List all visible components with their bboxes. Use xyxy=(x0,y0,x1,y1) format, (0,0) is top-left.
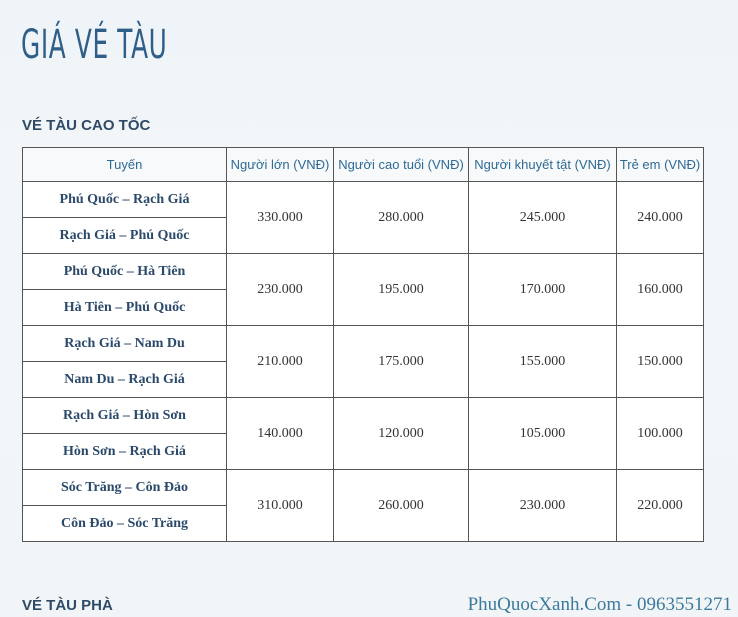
price-senior: 260.000 xyxy=(333,469,469,542)
table-row: Côn Đảo – Sóc Trăng xyxy=(22,505,704,542)
route-cell: Phú Quốc – Hà Tiên xyxy=(22,253,227,290)
route-cell: Hà Tiên – Phú Quốc xyxy=(22,289,227,326)
price-adult: 330.000 xyxy=(226,181,334,254)
route-cell: Hòn Sơn – Rạch Giá xyxy=(22,433,227,470)
price-senior: 120.000 xyxy=(333,397,469,470)
price-child: 100.000 xyxy=(616,397,704,470)
route-cell: Rạch Giá – Hòn Sơn xyxy=(22,397,227,434)
price-child: 240.000 xyxy=(616,181,704,254)
table-row: Sóc Trăng – Côn Đảo 310.000 260.000 230.000… xyxy=(22,469,704,542)
price-table: Tuyến Người lớn (VNĐ) Người cao tuổi (VN… xyxy=(22,147,704,542)
table-row: Rạch Giá – Hòn Sơn 140.000 120.000 105.000 1… xyxy=(22,397,704,470)
section-heading-ferry: VÉ TÀU PHÀ xyxy=(22,597,113,614)
section-heading-speedboat: VÉ TÀU CAO TỐC xyxy=(22,117,151,134)
price-disabled: 170.000 xyxy=(468,253,617,326)
header-route: Tuyến xyxy=(22,147,227,182)
header-child: Trẻ em (VNĐ) xyxy=(616,147,704,182)
price-senior: 195.000 xyxy=(333,253,469,326)
price-adult: 230.000 xyxy=(226,253,334,326)
header-adult: Người lớn (VNĐ) xyxy=(226,147,334,182)
route-cell: Sóc Trăng – Côn Đảo xyxy=(22,469,227,506)
table-row: Rạch Giá – Nam Du 210.000 175.000 155.000 15… xyxy=(22,325,704,398)
price-disabled: 230.000 xyxy=(468,469,617,542)
header-senior: Người cao tuổi (VNĐ) xyxy=(333,147,469,182)
header-disabled: Người khuyết tật (VNĐ) xyxy=(468,147,617,182)
price-disabled: 155.000 xyxy=(468,325,617,398)
route-cell: Phú Quốc – Rạch Giá xyxy=(22,181,227,218)
price-disabled: 105.000 xyxy=(468,397,617,470)
page-title: GIÁ VÉ TÀU xyxy=(21,22,168,68)
price-disabled: 245.000 xyxy=(468,181,617,254)
route-cell: Rạch Giá – Nam Du xyxy=(22,325,227,362)
price-adult: 310.000 xyxy=(226,469,334,542)
table-row: Phú Quốc – Hà Tiên 230.000 195.000 170.000 1… xyxy=(22,253,704,326)
price-child: 220.000 xyxy=(616,469,704,542)
price-adult: 140.000 xyxy=(226,397,334,470)
watermark: PhuQuocXanh.Com - 0963551271 xyxy=(467,594,732,615)
price-senior: 280.000 xyxy=(333,181,469,254)
price-child: 150.000 xyxy=(616,325,704,398)
route-cell: Rạch Giá – Phú Quốc xyxy=(22,217,227,254)
table-row: Rạch Giá – Phú Quốc xyxy=(22,217,704,254)
route-cell: Nam Du – Rạch Giá xyxy=(22,361,227,398)
price-adult: 210.000 xyxy=(226,325,334,398)
price-senior: 175.000 xyxy=(333,325,469,398)
table-row: Phú Quốc – Rạch Giá 330.000 280.000 245.000… xyxy=(22,181,704,254)
table-header-row: Tuyến Người lớn (VNĐ) Người cao tuổi (VN… xyxy=(22,147,704,182)
route-cell: Côn Đảo – Sóc Trăng xyxy=(22,505,227,542)
table-row: Hòn Sơn – Rạch Giá xyxy=(22,433,704,470)
price-child: 160.000 xyxy=(616,253,704,326)
table-row: Hà Tiên – Phú Quốc xyxy=(22,289,704,326)
